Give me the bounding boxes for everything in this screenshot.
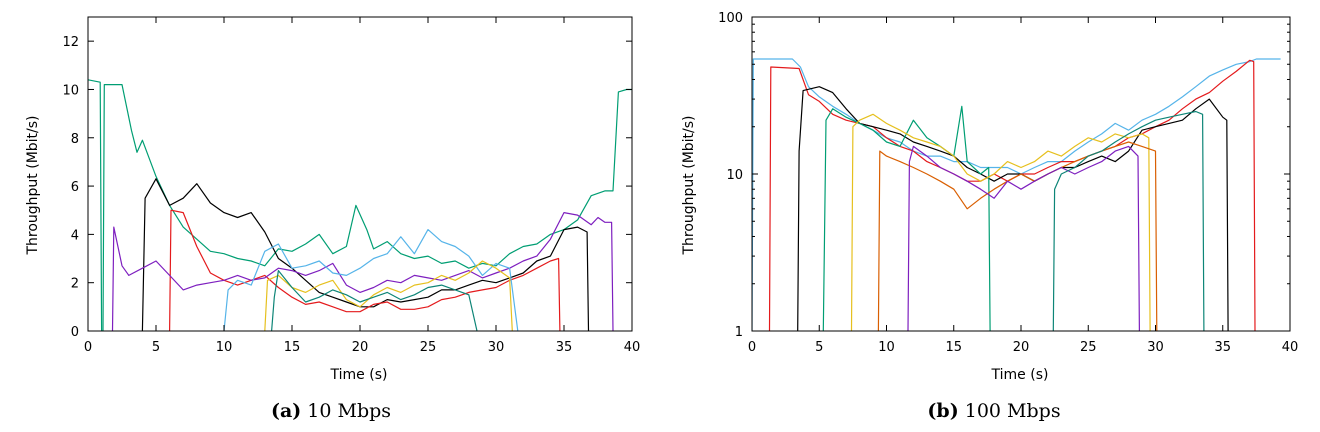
series-line-2 [768,59,1256,331]
caption-b-text: 100 Mbps [965,400,1061,422]
series-line-2 [141,178,590,331]
x-tick-label: 20 [352,340,369,355]
y-axis-label-b: Throughput (Mbit/s) [681,115,697,255]
x-tick-label: 15 [284,340,301,355]
y-tick-label: 4 [71,228,79,243]
x-tick-label: 40 [1282,340,1299,355]
x-tick-label: 5 [152,340,160,355]
series-group [88,79,632,331]
series-line-3 [169,209,561,331]
x-tick-label: 0 [84,340,92,355]
y-axis-label-a: Throughput (Mbit/s) [25,115,41,255]
x-tick-label: 20 [1013,340,1030,355]
y-tick-label: 12 [62,35,79,50]
x-tick-label: 40 [624,340,641,355]
series-line-6 [264,260,513,331]
x-tick-label: 5 [815,340,823,355]
x-tick-label: 0 [748,340,756,355]
caption-a-text: 10 Mbps [307,400,391,422]
series-line-7 [907,145,1140,331]
series-group [752,58,1281,331]
y-tick-label: 8 [71,132,79,147]
y-tick-label: 2 [71,277,79,292]
y-tick-label: 10 [726,168,743,183]
x-tick-label: 30 [488,340,505,355]
x-tick-label: 15 [945,340,962,355]
x-tick-label: 10 [878,340,895,355]
series-line-8 [1052,110,1205,331]
y-tick-label: 100 [718,11,743,26]
x-tick-label: 30 [1147,340,1164,355]
series-line-7 [271,270,478,331]
caption-a: (a) 10 Mbps [271,400,391,422]
caption-a-letter: a [280,400,292,422]
series-line-4 [111,212,614,331]
y-tick-label: 6 [71,180,79,195]
chart-panel-a: 0 5 10 15 20 25 30 35 40 0 2 4 6 8 10 12 [62,16,641,355]
x-tick-label: 35 [1214,340,1231,355]
x-tick-label: 10 [216,340,233,355]
series-line-3 [797,86,1229,331]
series-line-5 [850,113,1151,331]
series-line-5 [223,229,519,331]
series-line-4 [822,105,991,331]
x-tick-label: 35 [556,340,573,355]
x-axis-label-b: Time (s) [991,367,1049,383]
caption-b-letter: b [936,400,949,422]
caption-b: (b) 100 Mbps [927,400,1060,422]
y-tick-label: 1 [735,325,743,340]
series-line-6 [877,141,1158,331]
series-line-1 [752,58,1281,331]
x-axis-label-a: Time (s) [330,367,388,383]
y-tick-label: 0 [71,325,79,340]
y-tick-label: 10 [62,83,79,98]
chart-panel-b: 0 5 10 15 20 25 30 35 40 1 10 100 [718,11,1298,355]
x-tick-label: 25 [420,340,437,355]
x-tick-label: 25 [1080,340,1097,355]
